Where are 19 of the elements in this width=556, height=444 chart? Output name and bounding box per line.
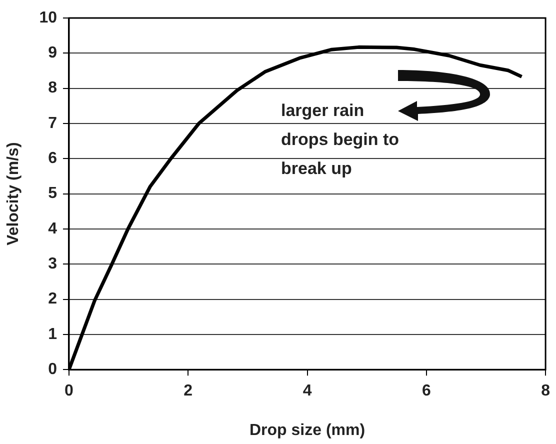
y-axis-title: Velocity (m/s) (5, 142, 22, 246)
x-tick-label: 6 (422, 382, 431, 400)
y-tick-label: 8 (48, 80, 58, 97)
y-tick-label: 2 (48, 290, 58, 308)
y-tick-label: 9 (48, 44, 58, 62)
y-tick-label: 6 (48, 150, 58, 168)
x-tick-label: 0 (64, 382, 74, 400)
y-tick-label: 10 (39, 9, 58, 26)
y-tick-label: 4 (48, 220, 58, 238)
x-tick-label: 4 (302, 382, 312, 400)
x-tick-label: 8 (541, 382, 550, 400)
y-tick-label: 0 (48, 361, 58, 378)
x-axis-title: Drop size (mm) (249, 422, 366, 439)
y-tick-label: 7 (48, 114, 58, 132)
y-tick-label: 3 (48, 256, 58, 273)
y-tick-label: 5 (48, 185, 58, 202)
annotation: larger rain drops begin to break up (281, 100, 400, 180)
y-tick-label: 1 (48, 326, 58, 343)
x-tick-label: 2 (184, 382, 193, 400)
